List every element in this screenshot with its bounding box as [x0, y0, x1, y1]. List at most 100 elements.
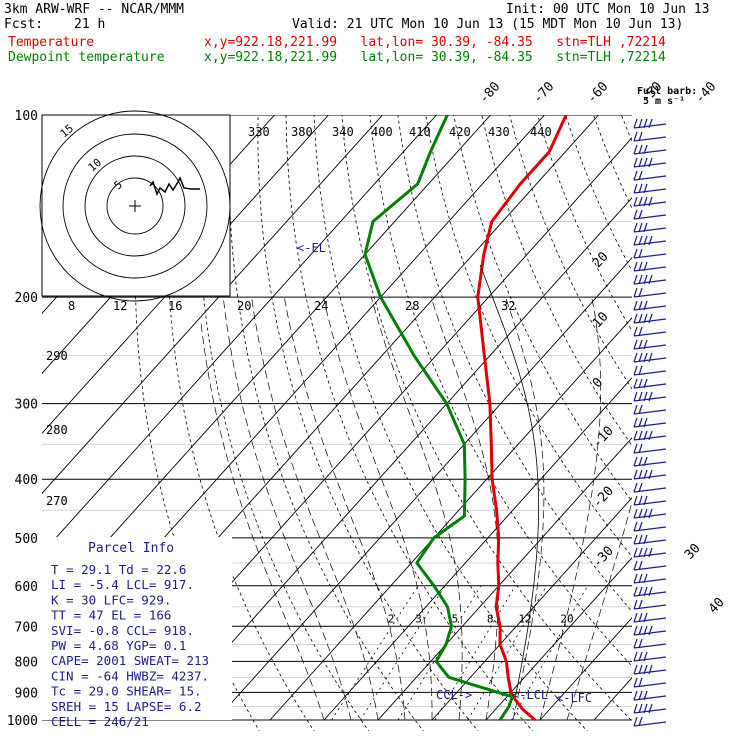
- wind-barb: [633, 469, 667, 480]
- temperature-right-label: -20: [590, 484, 617, 511]
- hodograph-scale-label: 16: [168, 299, 182, 313]
- parcel-title: Parcel Info: [88, 541, 174, 556]
- wind-barb: [633, 144, 667, 155]
- temperature-top-label: -80: [476, 79, 503, 106]
- wind-barb: [633, 261, 667, 272]
- mixing-ratio-line: [331, 585, 419, 721]
- theta-label: 340: [332, 125, 354, 139]
- hodograph-scale-label: 24: [314, 299, 328, 313]
- dry-adiabat: [228, 115, 424, 731]
- isotherm: [593, 677, 632, 721]
- wind-barbs-column: Full barb:5 m s⁻¹: [633, 86, 697, 727]
- dry-adiabat: [677, 115, 740, 733]
- wind-barb: [633, 716, 667, 727]
- isotherm: [215, 257, 632, 721]
- wind-barb: [633, 703, 667, 714]
- isotherm: [485, 557, 632, 721]
- temperature-right-label: 10: [590, 309, 612, 331]
- temperature-top-label: -60: [584, 79, 611, 106]
- theta-label: 400: [371, 125, 393, 139]
- theta-left-label: 270: [46, 494, 68, 508]
- hodograph-scale-label: 12: [113, 299, 127, 313]
- wind-barb: [633, 339, 667, 350]
- pressure-label-800: 800: [15, 655, 38, 670]
- wind-barb: [633, 183, 667, 194]
- parcel-row: K = 30 LFC= 929.: [51, 592, 171, 607]
- dewpoint-location: x,y=922.18,221.99 lat,lon= 30.39, -84.35…: [204, 50, 666, 65]
- wind-barb: [633, 235, 667, 246]
- moist-adiabat: [505, 296, 545, 721]
- isotherm: [42, 115, 491, 615]
- wind-barb: [633, 352, 667, 363]
- moist-adiabat: [222, 297, 352, 721]
- temperature-right-label: -30: [590, 544, 617, 571]
- isotherm: [42, 115, 383, 495]
- wind-barb: [633, 638, 667, 649]
- dry-adiabat: [621, 115, 632, 143]
- dry-adiabat: [705, 115, 740, 733]
- theta-left-label: 290: [46, 349, 68, 363]
- wind-barb: [633, 313, 667, 324]
- theta-left-label: 280: [46, 423, 68, 437]
- parcel-row: CELL = 246/21: [51, 714, 149, 729]
- hodograph-scale-label: 32: [501, 299, 515, 313]
- wind-barb: [633, 131, 667, 142]
- wind-barb: [633, 404, 667, 415]
- moist-adiabat: [566, 500, 632, 721]
- pressure-label-1000: 1000: [7, 714, 38, 729]
- wind-barb: [633, 664, 667, 675]
- isotherm: [323, 377, 632, 721]
- diagram-grid: [42, 115, 740, 733]
- sounding-profiles: [363, 115, 568, 722]
- full-barb-title: Full barb:: [637, 86, 697, 97]
- dewpoint-legend: Dewpoint temperature: [8, 50, 165, 65]
- mixing-ratio-line: [467, 585, 547, 721]
- wind-barb: [633, 118, 667, 129]
- moist-adiabat: [283, 297, 406, 721]
- pressure-label-400: 400: [15, 473, 38, 488]
- dry-adiabat: [167, 115, 315, 731]
- wind-barb: [633, 521, 667, 532]
- wind-barb: [633, 430, 667, 441]
- parcel-row: CAPE= 2001 SWEAT= 213: [51, 653, 209, 668]
- pressure-label-700: 700: [15, 620, 38, 635]
- dry-adiabat: [198, 115, 370, 731]
- wind-barb: [633, 391, 667, 402]
- isotherm: [42, 115, 329, 435]
- parcel-info-box: Parcel Info T = 29.1 Td = 22.6LI = -5.4 L…: [42, 537, 232, 729]
- wind-barb: [633, 287, 667, 298]
- isotherm: [377, 437, 632, 721]
- temperature-top-label: -70: [530, 79, 557, 106]
- temperature-right-label: -10: [590, 424, 617, 451]
- mixing-ratio-line: [434, 585, 516, 721]
- parcel-box-bg: [42, 537, 232, 720]
- hodograph-ring: [106, 177, 164, 235]
- hodograph-scale-label: 20: [237, 299, 251, 313]
- temperature-legend: Temperature: [8, 35, 95, 50]
- isotherm: [648, 115, 740, 720]
- parcel-row: SVI= -0.8 CCL= 918.: [51, 623, 194, 638]
- wind-barb: [633, 170, 667, 181]
- moist-adiabat: [200, 322, 325, 721]
- mixing-ratio-line: [511, 585, 588, 721]
- dry-adiabat: [481, 115, 632, 447]
- dry-adiabat: [397, 115, 632, 612]
- level-annotations: CCL-> <-LCL <-LFC: [436, 688, 592, 705]
- mixing-ratio-label: 20: [560, 612, 573, 625]
- forecast-hour: 21 h: [74, 17, 106, 32]
- wind-barb: [633, 209, 667, 220]
- lcl-label: <-LCL: [512, 688, 548, 702]
- parcel-row: CIN = -64 HWBZ= 4237.: [51, 668, 209, 683]
- moist-adiabat: [251, 297, 379, 721]
- pressure-label-300: 300: [15, 398, 38, 413]
- wind-barb: [633, 651, 667, 662]
- parcel-row: SREH = 15 LAPSE= 6.2: [51, 699, 202, 714]
- model-title: 3km ARW-WRF -- NCAR/MMM: [4, 2, 185, 17]
- temperature-right-label: 30: [682, 541, 704, 563]
- temperature-profile: [476, 115, 568, 722]
- wind-barb: [633, 326, 667, 337]
- dry-adiabat: [257, 115, 479, 731]
- wind-barb: [633, 586, 667, 597]
- wind-barb: [633, 248, 667, 259]
